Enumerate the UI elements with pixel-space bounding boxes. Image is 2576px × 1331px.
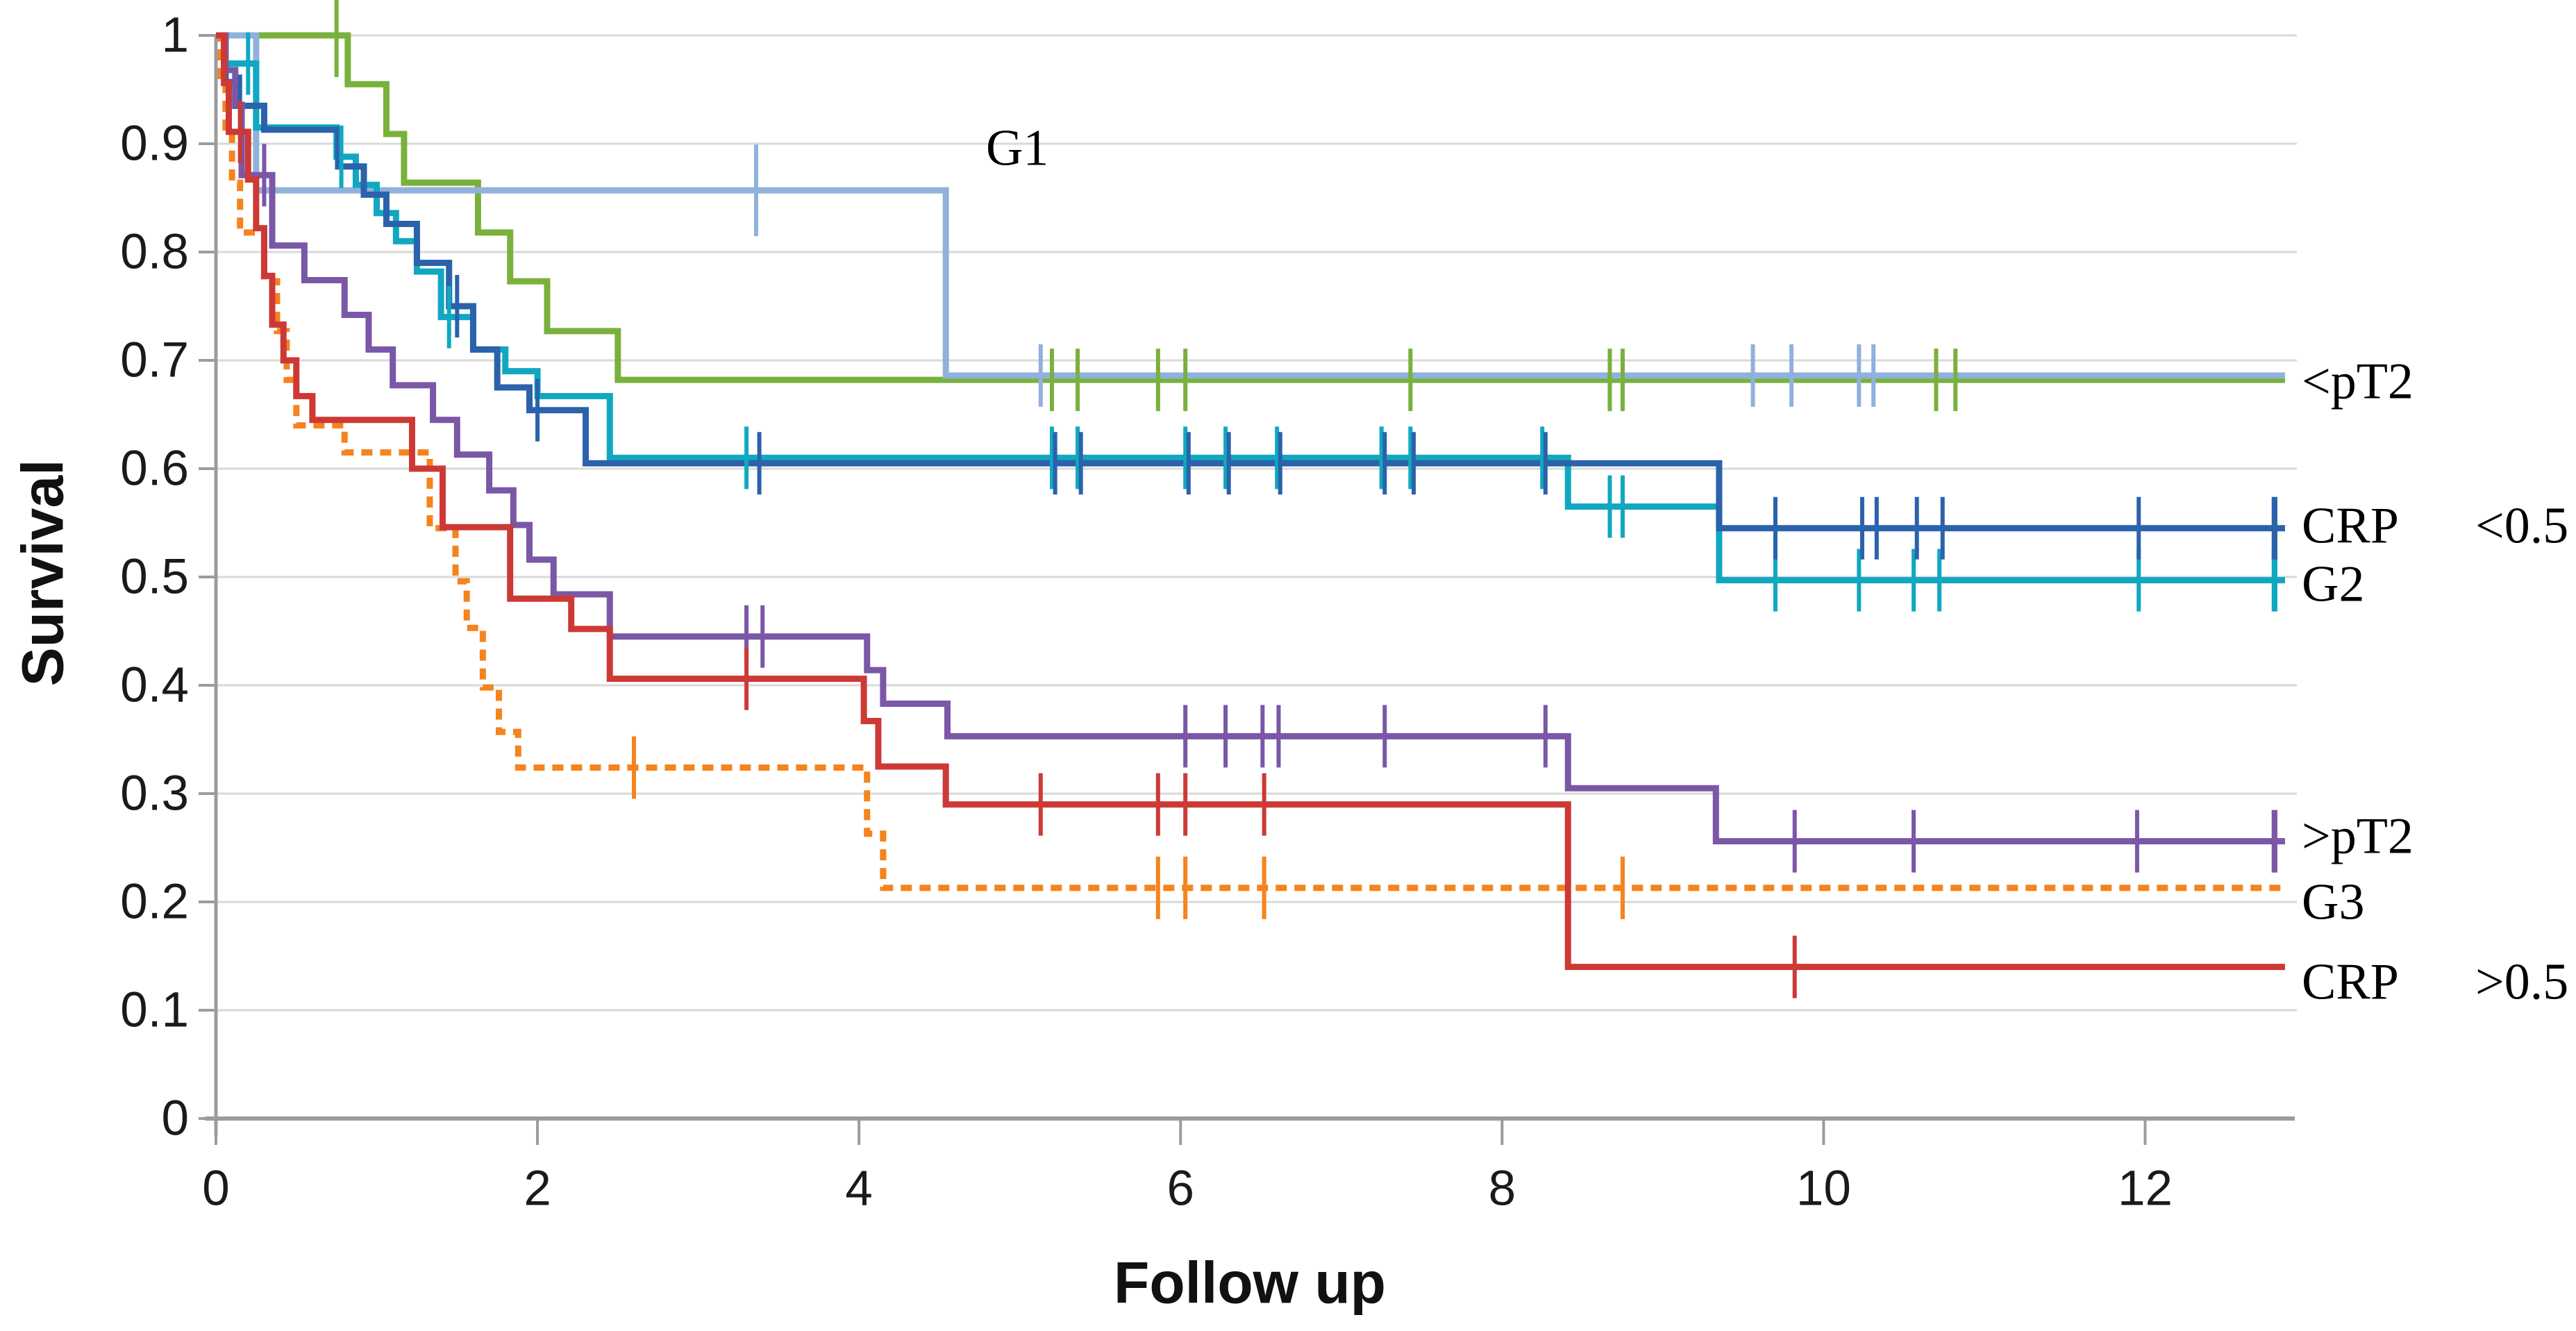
y-tick-label-0.3: 0.3 xyxy=(120,766,189,821)
gridlines xyxy=(216,34,2297,1012)
y-tick-label-0.8: 0.8 xyxy=(120,224,189,280)
curve-g1 xyxy=(216,32,2285,379)
x-tick-label-10: 10 xyxy=(1796,1161,1851,1216)
x-tick-label-6: 6 xyxy=(1166,1161,1194,1216)
series-label-pt2-high: >pT2 xyxy=(2302,807,2414,865)
series-label-crp-high: CRP xyxy=(2302,953,2399,1011)
x-tick-label-2: 2 xyxy=(524,1161,551,1216)
series-label-crp-low-threshold: <0.5 xyxy=(2475,497,2569,555)
y-tick-label-0.9: 0.9 xyxy=(120,116,189,171)
curve-crp-high xyxy=(216,32,2285,971)
series-label-g2: G2 xyxy=(2302,555,2365,613)
x-tick-label-12: 12 xyxy=(2117,1161,2173,1216)
x-tick-label-0: 0 xyxy=(202,1161,230,1216)
curve-g3 xyxy=(216,32,2285,891)
series-label-g3: G3 xyxy=(2302,873,2365,931)
y-tick-label-0.7: 0.7 xyxy=(120,333,189,388)
censor-ticks xyxy=(237,0,2277,998)
y-tick-label-0.5: 0.5 xyxy=(120,549,189,605)
curve-g2 xyxy=(216,32,2285,584)
series-label-crp-high-threshold: >0.5 xyxy=(2475,953,2569,1011)
series-label-pt2-low: <pT2 xyxy=(2302,353,2414,410)
curve-pt2-low xyxy=(216,32,2285,383)
y-axis-title: Survival xyxy=(10,459,76,687)
y-tick-label-0.1: 0.1 xyxy=(120,982,189,1038)
x-tick-label-4: 4 xyxy=(845,1161,873,1216)
series-label-crp-low: CRP xyxy=(2302,497,2399,555)
x-axis-title: Follow up xyxy=(1114,1250,1386,1316)
y-tick-label-1: 1 xyxy=(161,8,190,63)
y-tick-label-0.4: 0.4 xyxy=(120,658,189,713)
y-tick-label-0.6: 0.6 xyxy=(120,441,189,496)
curve-crp-low xyxy=(216,32,2285,532)
x-tick-label-8: 8 xyxy=(1488,1161,1516,1216)
y-tick-label-0: 0 xyxy=(161,1091,190,1146)
y-tick-label-0.2: 0.2 xyxy=(120,874,189,930)
curve-pt2-high xyxy=(216,32,2285,845)
axes xyxy=(199,34,2295,1145)
curve-annotation-g1: G1 xyxy=(986,119,1049,177)
survival-curves xyxy=(216,32,2285,971)
